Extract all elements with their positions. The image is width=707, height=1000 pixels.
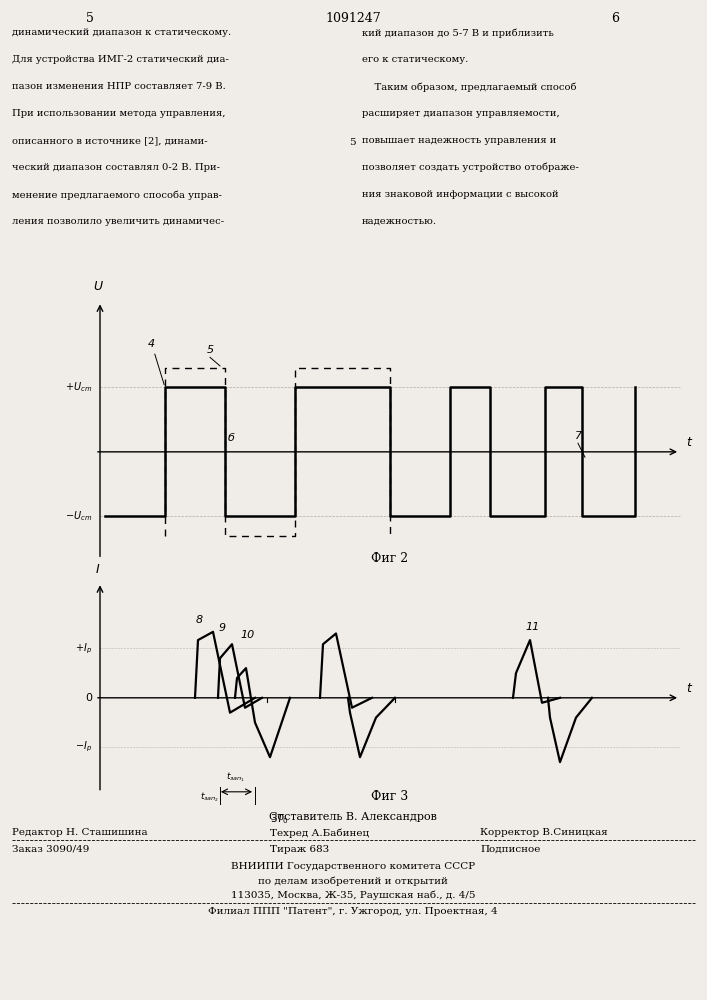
Text: Филиал ППП "Патент", г. Ужгород, ул. Проектная, 4: Филиал ППП "Патент", г. Ужгород, ул. Про…	[208, 907, 498, 916]
Text: $t_{зап_1}$: $t_{зап_1}$	[226, 771, 245, 784]
Text: 5: 5	[349, 138, 356, 147]
Text: $t_{зап_2}$: $t_{зап_2}$	[200, 791, 220, 804]
Text: $3T_0$: $3T_0$	[271, 813, 290, 826]
Text: 9: 9	[218, 623, 226, 633]
Text: t: t	[686, 682, 691, 695]
Text: динамический диапазон к статическому.: динамический диапазон к статическому.	[12, 28, 231, 37]
Text: кий диапазон до 5-7 В и приблизить: кий диапазон до 5-7 В и приблизить	[362, 28, 554, 37]
Text: 6: 6	[611, 12, 619, 25]
Text: Заказ 3090/49: Заказ 3090/49	[12, 845, 89, 854]
Text: Корректор В.Синицкая: Корректор В.Синицкая	[480, 828, 608, 837]
Text: 5: 5	[206, 345, 214, 355]
Text: 7: 7	[575, 431, 582, 441]
Text: 10: 10	[240, 630, 255, 640]
Text: $+U_{cm}$: $+U_{cm}$	[65, 381, 92, 394]
Text: Фиг 2: Фиг 2	[371, 552, 409, 565]
Text: ния знаковой информации с высокой: ния знаковой информации с высокой	[362, 190, 559, 199]
Text: описанного в источнике [2], динами-: описанного в источнике [2], динами-	[12, 136, 208, 145]
Text: Таким образом, предлагаемый способ: Таким образом, предлагаемый способ	[362, 82, 576, 92]
Text: Редактор Н. Сташишина: Редактор Н. Сташишина	[12, 828, 148, 837]
Text: I: I	[96, 563, 100, 576]
Text: по делам изобретений и открытий: по делам изобретений и открытий	[258, 876, 448, 886]
Text: ческий диапазон составлял 0-2 В. При-: ческий диапазон составлял 0-2 В. При-	[12, 163, 220, 172]
Text: $-U_{cm}$: $-U_{cm}$	[65, 509, 92, 523]
Text: 113035, Москва, Ж-35, Раушская наб., д. 4/5: 113035, Москва, Ж-35, Раушская наб., д. …	[230, 890, 475, 900]
Text: $+I_p$: $+I_p$	[75, 641, 92, 656]
Text: Подписное: Подписное	[480, 845, 540, 854]
Text: пазон изменения НПР составляет 7-9 В.: пазон изменения НПР составляет 7-9 В.	[12, 82, 226, 91]
Text: Фиг 3: Фиг 3	[371, 790, 409, 803]
Text: 11: 11	[526, 622, 540, 632]
Text: 1091247: 1091247	[325, 12, 381, 25]
Text: U: U	[93, 280, 103, 293]
Text: Тираж 683: Тираж 683	[270, 845, 329, 854]
Text: При использовании метода управления,: При использовании метода управления,	[12, 109, 226, 118]
Text: его к статическому.: его к статическому.	[362, 55, 468, 64]
Text: повышает надежность управления и: повышает надежность управления и	[362, 136, 556, 145]
Text: менение предлагаемого способа управ-: менение предлагаемого способа управ-	[12, 190, 222, 200]
Text: ления позволило увеличить динамичес-: ления позволило увеличить динамичес-	[12, 217, 224, 226]
Text: Техред А.Бабинец: Техред А.Бабинец	[270, 828, 369, 838]
Text: расширяет диапазон управляемости,: расширяет диапазон управляемости,	[362, 109, 560, 118]
Text: t: t	[686, 436, 691, 449]
Text: $-I_p$: $-I_p$	[75, 740, 92, 754]
Text: 4: 4	[148, 339, 164, 385]
Text: позволяет создать устройство отображе-: позволяет создать устройство отображе-	[362, 163, 579, 172]
Text: 0: 0	[85, 693, 92, 703]
Text: 5: 5	[86, 12, 94, 25]
Text: 8: 8	[195, 615, 203, 625]
Text: надежностью.: надежностью.	[362, 217, 437, 226]
Text: б: б	[228, 433, 235, 443]
Text: Для устройства ИМГ-2 статический диа-: Для устройства ИМГ-2 статический диа-	[12, 55, 229, 64]
Text: ВНИИПИ Государственного комитета СССР: ВНИИПИ Государственного комитета СССР	[231, 862, 475, 871]
Text: Составитель В. Александров: Составитель В. Александров	[269, 812, 437, 822]
